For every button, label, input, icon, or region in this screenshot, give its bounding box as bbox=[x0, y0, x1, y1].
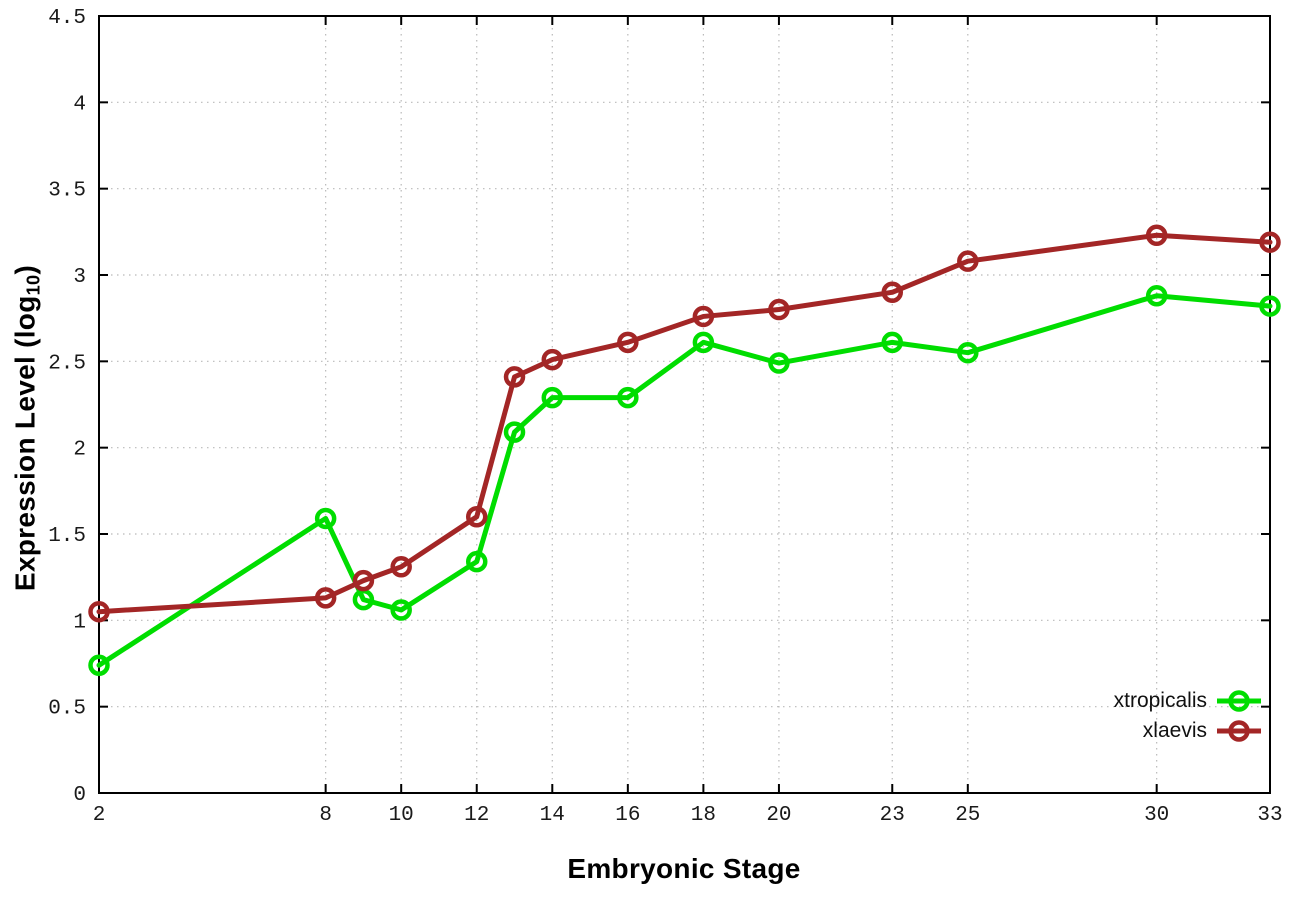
legend-label-xtropicalis: xtropicalis bbox=[1113, 689, 1207, 712]
x-tick-label: 25 bbox=[955, 804, 980, 827]
y-axis-title: Expression Level (log10) bbox=[10, 265, 45, 591]
data-point-xtropicalis bbox=[617, 386, 639, 409]
xtropicalis-line-point-icon bbox=[1217, 690, 1261, 712]
x-tick-label: 16 bbox=[615, 804, 640, 827]
data-point-xlaevis bbox=[465, 505, 488, 528]
data-point-xtropicalis bbox=[1259, 295, 1281, 317]
data-point-xtropicalis bbox=[541, 386, 564, 409]
y-axis-title-subscript: 10 bbox=[23, 274, 44, 296]
y-tick-label: 2 bbox=[73, 439, 86, 462]
data-point-xtropicalis bbox=[390, 599, 412, 621]
data-point-xtropicalis bbox=[503, 421, 526, 443]
y-tick-label: 1 bbox=[73, 611, 86, 634]
legend-label-xlaevis: xlaevis bbox=[1142, 719, 1207, 742]
data-point-xlaevis bbox=[541, 348, 564, 371]
y-axis-title-text: Expression Level (log bbox=[9, 295, 41, 592]
data-point-xtropicalis bbox=[465, 550, 488, 573]
x-tick-label: 8 bbox=[319, 804, 332, 827]
y-tick-label: 3 bbox=[73, 266, 86, 289]
data-point-xlaevis bbox=[692, 305, 715, 328]
xlaevis-line-point-icon bbox=[1217, 720, 1261, 742]
data-point-xlaevis bbox=[957, 250, 979, 272]
x-tick-label: 10 bbox=[389, 804, 414, 827]
data-point-xlaevis bbox=[503, 366, 526, 388]
data-point-xlaevis bbox=[1145, 224, 1168, 247]
data-point-xtropicalis bbox=[768, 352, 790, 374]
data-point-xtropicalis bbox=[1145, 284, 1168, 307]
y-tick-label: 2.5 bbox=[48, 352, 86, 375]
data-point-xlaevis bbox=[88, 600, 110, 623]
data-point-xtropicalis bbox=[957, 341, 979, 364]
x-tick-label: 30 bbox=[1144, 804, 1169, 827]
legend-item-xtropicalis: xtropicalis bbox=[1114, 687, 1262, 715]
x-axis-title: Embryonic Stage bbox=[567, 853, 801, 884]
series-line-xlaevis bbox=[96, 232, 1273, 615]
data-point-xtropicalis bbox=[314, 507, 337, 530]
y-tick-label: 0 bbox=[73, 784, 86, 807]
data-point-xtropicalis bbox=[88, 654, 110, 676]
y-tick-label: 0.5 bbox=[48, 698, 86, 721]
data-point-xlaevis bbox=[768, 298, 790, 321]
y-tick-label: 4.5 bbox=[48, 7, 86, 30]
data-point-xlaevis bbox=[390, 556, 412, 578]
y-axis-title-close: ) bbox=[9, 264, 41, 275]
x-tick-label: 20 bbox=[766, 804, 791, 827]
data-point-xtropicalis bbox=[881, 331, 904, 354]
x-tick-label: 12 bbox=[464, 804, 489, 827]
legend-item-xlaevis: xlaevis bbox=[1143, 717, 1262, 745]
legend: xtropicalis xlaevis bbox=[1114, 687, 1262, 745]
data-point-xlaevis bbox=[881, 281, 904, 304]
data-point-xlaevis bbox=[314, 587, 337, 609]
x-tick-label: 33 bbox=[1257, 804, 1282, 827]
plot-border bbox=[98, 15, 1271, 794]
y-tick-label: 3.5 bbox=[48, 180, 86, 203]
y-tick-label: 4 bbox=[73, 93, 86, 116]
x-tick-label: 2 bbox=[93, 804, 106, 827]
data-point-xlaevis bbox=[352, 569, 375, 592]
y-tick-label: 1.5 bbox=[48, 525, 86, 548]
data-point-xtropicalis bbox=[692, 331, 715, 354]
x-tick-label: 14 bbox=[540, 804, 565, 827]
data-point-xlaevis bbox=[617, 331, 639, 354]
series-line-xtropicalis bbox=[96, 293, 1273, 668]
x-tick-label: 18 bbox=[691, 804, 716, 827]
data-point-xlaevis bbox=[1259, 231, 1281, 253]
x-tick-label: 23 bbox=[880, 804, 905, 827]
